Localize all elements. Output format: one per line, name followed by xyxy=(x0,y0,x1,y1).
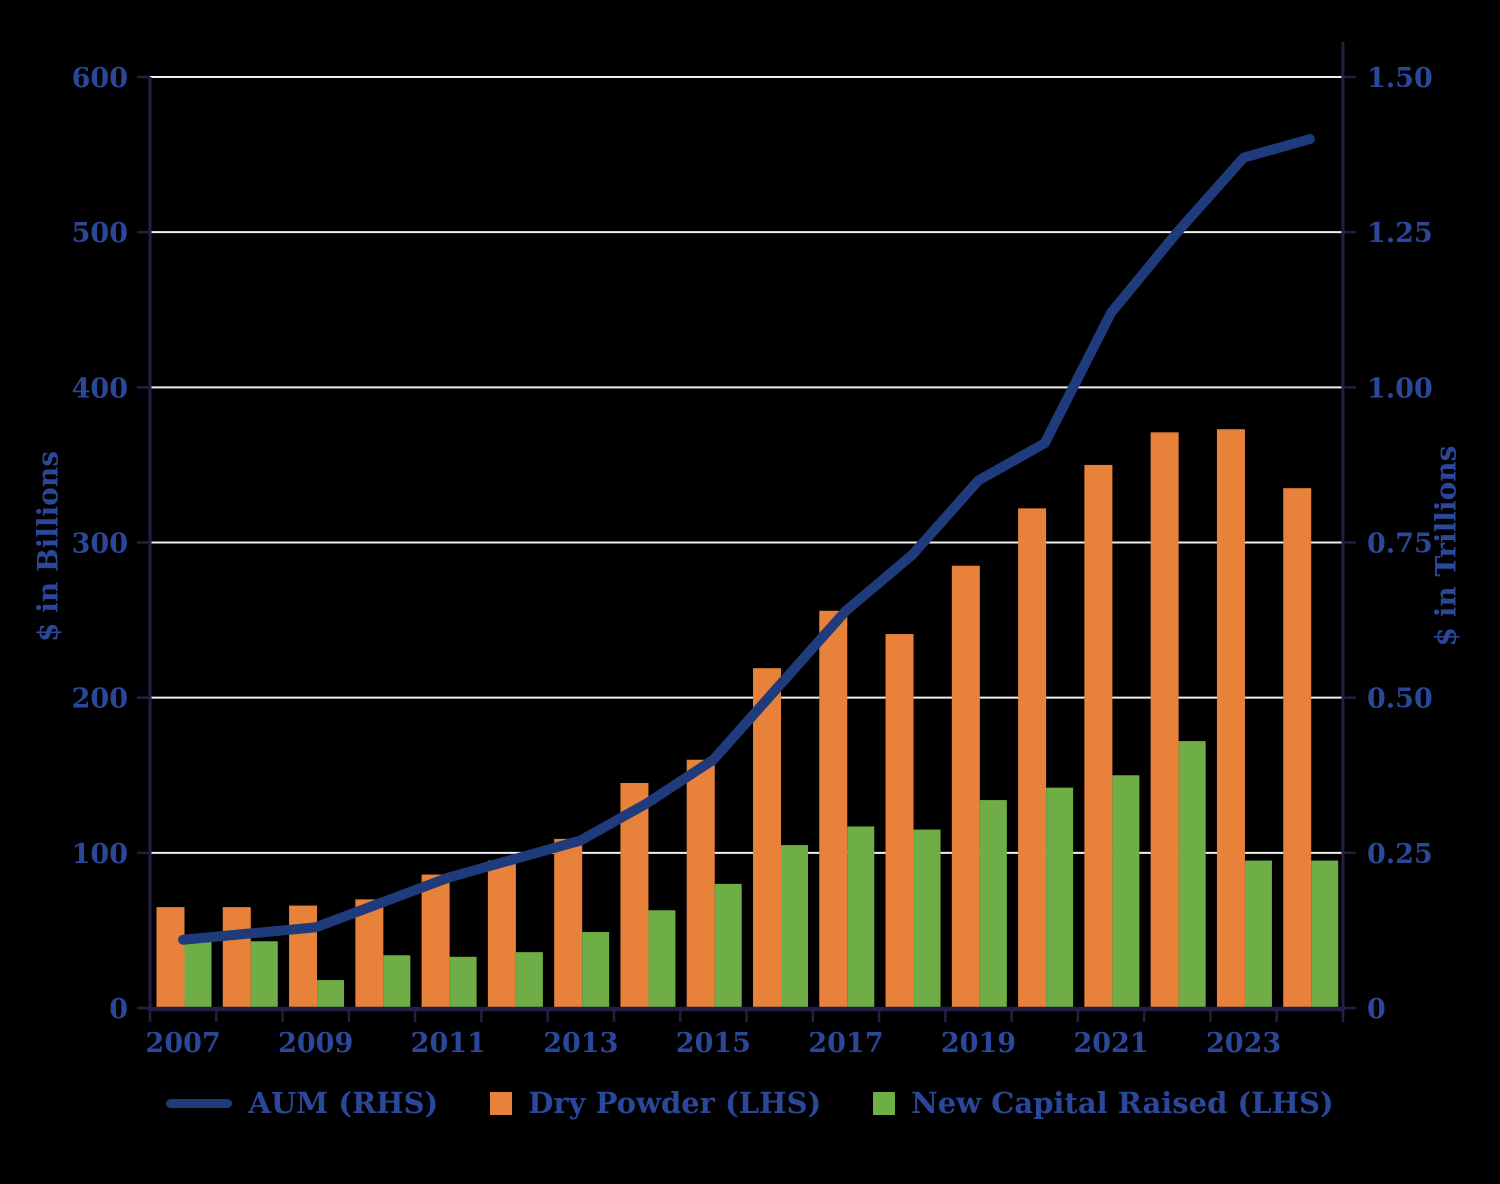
dry-powder-bar xyxy=(686,759,715,1008)
new-capital-raised-bar xyxy=(979,800,1007,1008)
dry-powder-bar xyxy=(156,907,185,1008)
left-axis-label: 100 xyxy=(72,839,128,870)
x-axis-label: 2009 xyxy=(278,1028,353,1059)
legend: AUM (RHS) Dry Powder (LHS) New Capital R… xyxy=(0,1086,1500,1120)
right-axis-label: 0.25 xyxy=(1367,839,1433,870)
new-capital-raised-bar xyxy=(1178,741,1206,1008)
left-axis-title: $ in Billions xyxy=(31,451,65,642)
new-capital-raised-bar xyxy=(184,941,212,1008)
right-axis-label: 0.50 xyxy=(1367,684,1433,715)
dry-powder-bar xyxy=(355,899,384,1008)
new-capital-raised-bar xyxy=(449,956,477,1008)
new-capital-raised-bar xyxy=(648,910,676,1008)
new-capital-raised-bar xyxy=(1112,775,1140,1008)
left-axis-label: 300 xyxy=(72,529,128,560)
left-axis-label: 0 xyxy=(109,994,128,1025)
x-axis-label: 2013 xyxy=(543,1028,618,1059)
new-capital-raised-bar xyxy=(847,826,875,1008)
right-axis-label: 1.50 xyxy=(1367,63,1433,94)
new-capital-raised-bar xyxy=(383,955,411,1008)
right-axis-label: 1.00 xyxy=(1367,373,1433,404)
new-capital-raised-bar xyxy=(1244,860,1272,1008)
left-axis-label: 500 xyxy=(72,218,128,249)
x-axis-label: 2019 xyxy=(941,1028,1016,1059)
right-axis-label: 1.25 xyxy=(1367,218,1433,249)
dry-powder-bar xyxy=(554,838,583,1008)
dry-powder-bar xyxy=(222,907,251,1008)
new-capital-raised-bar xyxy=(582,931,610,1008)
x-axis-label: 2007 xyxy=(146,1028,221,1059)
dry-powder-bar xyxy=(951,565,980,1008)
left-axis-label: 600 xyxy=(72,63,128,94)
legend-item-dry-powder: Dry Powder (LHS) xyxy=(490,1086,821,1120)
dry-powder-bar xyxy=(1150,432,1179,1008)
dry-powder-bar xyxy=(753,668,781,1008)
new-capital-raised-bar xyxy=(515,952,543,1008)
new-capital-raised-bar xyxy=(1046,787,1074,1008)
x-axis-label: 2011 xyxy=(411,1028,486,1059)
new-capital-raised-bar xyxy=(714,883,742,1008)
legend-item-aum: AUM (RHS) xyxy=(166,1086,438,1120)
x-axis-label: 2017 xyxy=(808,1028,883,1059)
dry-powder-bar xyxy=(1018,508,1047,1008)
dry-powder-bar xyxy=(487,860,516,1008)
x-axis-label: 2023 xyxy=(1206,1028,1281,1059)
aum-line xyxy=(178,134,1315,945)
legend-label-aum: AUM (RHS) xyxy=(248,1086,439,1120)
x-axis-label: 2015 xyxy=(676,1028,751,1059)
new-capital-raised-bar xyxy=(1311,860,1339,1008)
new-capital-raised-bar xyxy=(913,829,941,1008)
legend-item-new-capital: New Capital Raised (LHS) xyxy=(873,1086,1334,1120)
new-capital-swatch xyxy=(873,1091,896,1115)
left-axis-label: 200 xyxy=(72,684,128,715)
dry-powder-bar xyxy=(1084,464,1113,1009)
aum-line-swatch xyxy=(166,1098,233,1108)
new-capital-raised-bar xyxy=(250,941,278,1008)
dry-powder-bar xyxy=(819,610,848,1008)
right-axis-label: 0.75 xyxy=(1367,529,1433,560)
dry-powder-bar xyxy=(1283,488,1312,1009)
right-axis-label: 0 xyxy=(1367,994,1386,1025)
dry-powder-swatch xyxy=(490,1091,513,1115)
legend-label-new-capital: New Capital Raised (LHS) xyxy=(911,1086,1334,1120)
new-capital-raised-bar xyxy=(781,845,808,1008)
dry-powder-bar xyxy=(1216,429,1245,1008)
x-axis-label: 2021 xyxy=(1073,1028,1148,1059)
dry-powder-bar xyxy=(421,874,450,1008)
left-axis-label: 400 xyxy=(72,373,128,404)
dry-powder-bar xyxy=(885,634,914,1008)
legend-label-dry-powder: Dry Powder (LHS) xyxy=(528,1086,822,1120)
dry-powder-bar xyxy=(289,905,318,1008)
right-axis-title: $ in Trillions xyxy=(1429,445,1463,647)
new-capital-raised-bar xyxy=(317,980,345,1008)
